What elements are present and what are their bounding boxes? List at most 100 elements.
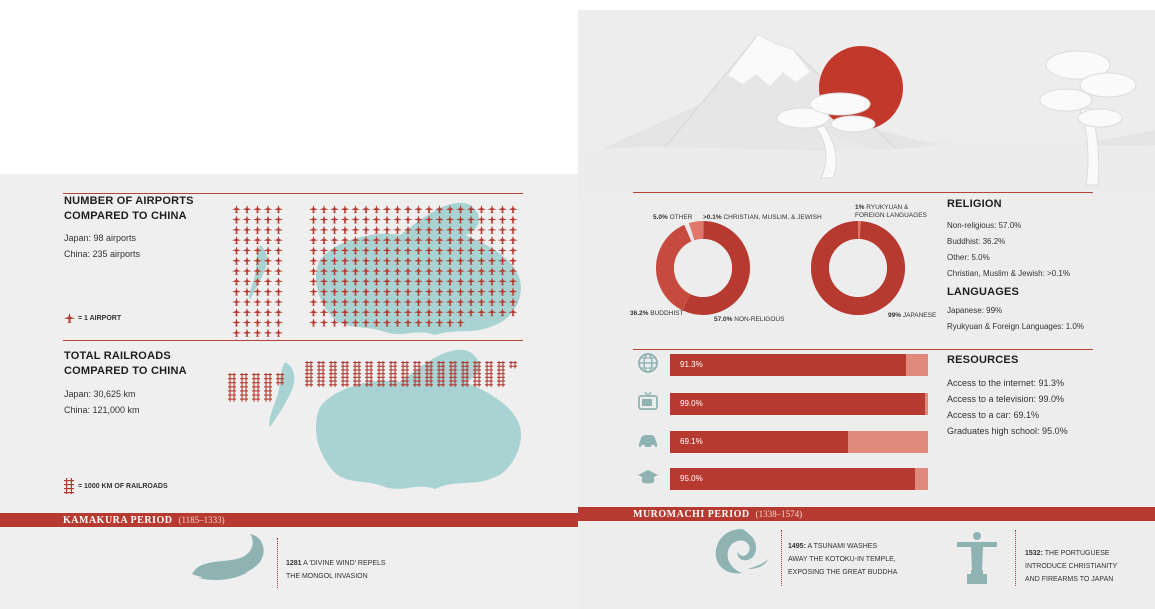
china-airport-icon [445, 277, 455, 286]
china-airport-icon [340, 205, 350, 214]
china-airport-icon [477, 205, 486, 214]
china-airport-icon [372, 287, 381, 296]
china-airport-icon [340, 235, 350, 244]
china-airport-icon [487, 266, 497, 275]
china-airport-icon [435, 215, 444, 224]
christ-statue-icon [957, 532, 997, 584]
china-airport-icon [361, 318, 371, 327]
graduation-cap-icon [638, 470, 658, 484]
languages-item-japanese: Japanese: 99% [947, 306, 1003, 315]
resources-title: Resources [947, 354, 1019, 366]
japan-airport-icon [263, 256, 273, 265]
china-airport-icon [477, 287, 486, 296]
resource-bar-internet-label: 91.3% [680, 360, 703, 369]
japan-airport-icon [278, 338, 279, 340]
china-airport-icon [466, 256, 476, 265]
china-airport-icon [393, 246, 402, 255]
japan-airport-icon [253, 225, 262, 234]
china-airport-icon [445, 287, 455, 296]
japan-airport-icon [232, 318, 241, 327]
japan-airport-icon [263, 205, 273, 214]
japan-airport-icon [242, 277, 252, 286]
china-airport-icon [382, 205, 392, 214]
resource-bar-high-school-fill [670, 468, 916, 490]
china-airport-icon [445, 297, 455, 306]
china-airport-icon [477, 266, 486, 275]
china-airport-icon [445, 215, 455, 224]
china-airport-icon [382, 287, 392, 296]
china-airport-icon [351, 246, 360, 255]
event-1532-divider [1015, 530, 1016, 586]
china-airport-icon [414, 246, 423, 255]
languages-japanese-name: JAPANESE [902, 312, 937, 319]
china-airport-icon [319, 235, 329, 244]
china-airport-icon [403, 287, 413, 296]
china-airport-icon [508, 215, 518, 224]
china-airport-icon [435, 308, 444, 317]
china-airport-icon [330, 297, 339, 306]
japan-airport-icon [263, 297, 273, 306]
china-airport-icon [435, 266, 444, 275]
china-airport-icon [351, 318, 360, 327]
china-airport-icon [382, 235, 392, 244]
china-airport-icon [330, 287, 339, 296]
japan-airport-icon [263, 277, 273, 286]
event-1281-line1: A 'DIVINE WIND' REPELS [303, 560, 386, 567]
china-airport-icon [435, 287, 444, 296]
religion-buddhist-pct: 36.2% [630, 310, 649, 317]
china-airport-icon [309, 266, 318, 275]
china-airport-icon [330, 205, 339, 214]
japan-airport-icon [232, 328, 241, 337]
japan-railroad-column [252, 373, 260, 402]
china-airport-icon [435, 277, 444, 286]
china-airport-icon [477, 246, 486, 255]
japan-airport-icon [274, 328, 283, 337]
japan-airport-icon [232, 287, 241, 296]
china-airport-icon [414, 256, 423, 265]
event-1532-year: 1532: [1025, 550, 1043, 557]
china-airport-icon [309, 287, 318, 296]
airport-legend: = 1 AIRPORT [64, 313, 184, 325]
china-airport-icon [424, 235, 434, 244]
china-airport-icon [361, 205, 371, 214]
japan-airport-icon [263, 287, 273, 296]
china-airport-icon [319, 205, 329, 214]
languages-item-foreign: Ryukyuan & Foreign Languages: 1.0% [947, 322, 1084, 331]
resource-bar-high-school-label: 95.0% [680, 474, 703, 483]
japan-airport-icon [274, 246, 283, 255]
china-airport-icon [340, 287, 350, 296]
event-1532-line1: THE PORTUGUESE [1044, 550, 1110, 557]
china-airport-icon [340, 318, 350, 327]
china-airport-icon [508, 235, 518, 244]
china-airport-icon [309, 297, 318, 306]
china-airport-icon [424, 225, 434, 234]
china-airport-icon [424, 318, 434, 327]
china-airport-icon [351, 235, 360, 244]
china-airport-icon [477, 277, 486, 286]
china-airport-icon [403, 277, 413, 286]
china-airport-icon [403, 318, 413, 327]
china-airport-icon [498, 225, 507, 234]
airports-japan: Japan: 98 airports [64, 233, 137, 243]
japan-airport-icon [274, 308, 283, 317]
japan-airport-icon [242, 318, 252, 327]
china-railroad-column [353, 361, 361, 387]
china-airport-icon [466, 215, 476, 224]
china-airport-icon [330, 266, 339, 275]
airport-legend-label: = 1 AIRPORT [78, 315, 122, 322]
japan-airports-group [232, 205, 283, 340]
china-airport-icon [414, 205, 423, 214]
china-airport-icon [319, 308, 329, 317]
donut-slice-other [656, 221, 750, 315]
japan-airport-icon [242, 235, 252, 244]
china-airport-icon [424, 277, 434, 286]
religion-item-nonrel: Non-religious: 57.0% [947, 221, 1022, 230]
religion-buddhist-name: BUDDHIST [650, 310, 684, 317]
china-airport-icon [477, 225, 486, 234]
resources-item-internet: Access to the internet: 91.3% [947, 378, 1065, 388]
resources-item-high-school: Graduates high school: 95.0% [947, 426, 1068, 436]
china-airport-icon [319, 297, 329, 306]
china-airport-icon [424, 287, 434, 296]
religion-donut-chart [656, 221, 750, 315]
china-airport-icon [445, 246, 455, 255]
